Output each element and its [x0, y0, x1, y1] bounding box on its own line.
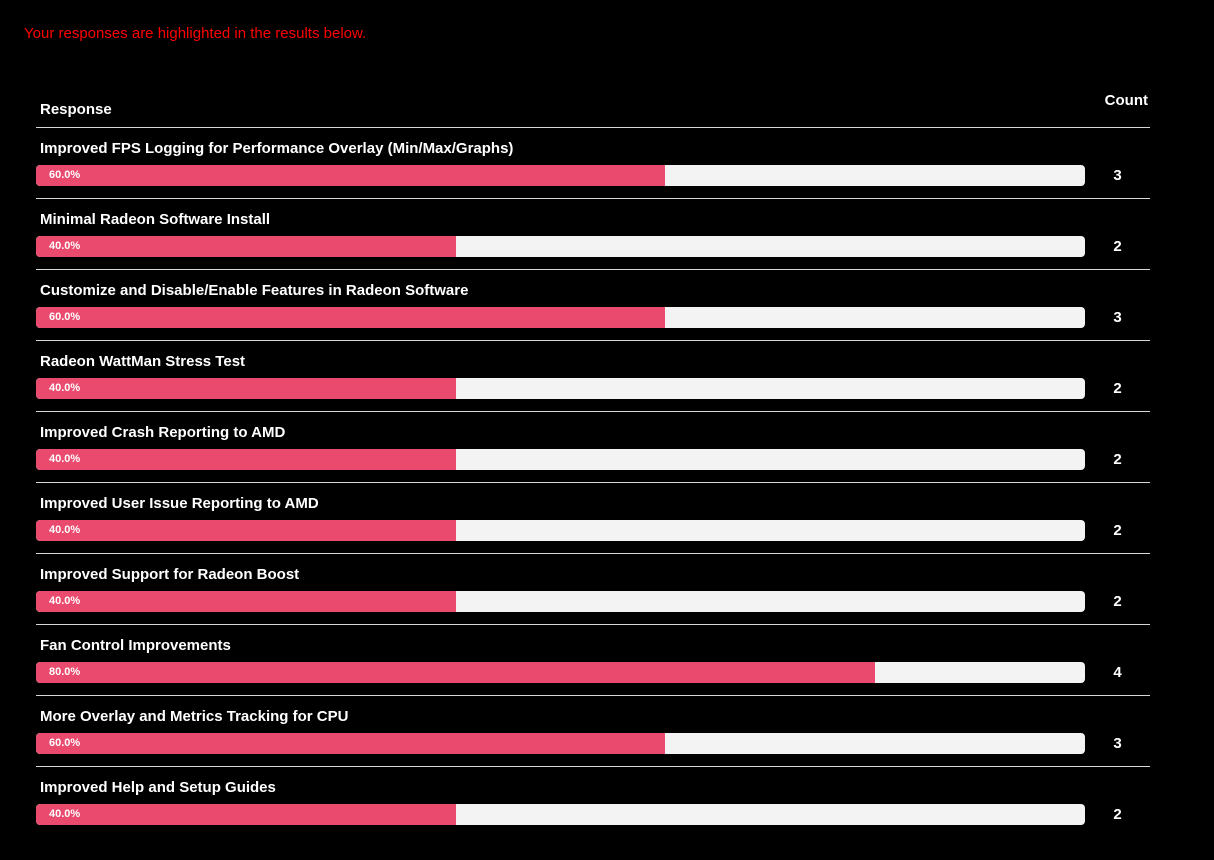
result-row: Improved User Issue Reporting to AMD 40.…	[36, 483, 1150, 554]
result-row: Fan Control Improvements 80.0% 4	[36, 625, 1150, 696]
percent-bar-track: 40.0%	[36, 591, 1085, 612]
percent-bar-track: 40.0%	[36, 378, 1085, 399]
percent-label: 60.0%	[49, 169, 81, 181]
response-count: 2	[1113, 593, 1122, 610]
percent-label: 40.0%	[49, 808, 81, 820]
response-label: Customize and Disable/Enable Features in…	[40, 282, 469, 299]
response-count: 2	[1113, 380, 1122, 397]
response-count: 4	[1113, 664, 1122, 681]
percent-bar-fill: 40.0%	[36, 804, 456, 825]
response-label: Improved Support for Radeon Boost	[40, 566, 300, 583]
response-count: 2	[1113, 238, 1122, 255]
result-row: Improved FPS Logging for Performance Ove…	[36, 128, 1150, 199]
percent-label: 40.0%	[49, 453, 81, 465]
response-label: More Overlay and Metrics Tracking for CP…	[40, 708, 349, 725]
percent-bar-track: 40.0%	[36, 236, 1085, 257]
response-label: Fan Control Improvements	[40, 637, 231, 654]
percent-label: 60.0%	[49, 737, 81, 749]
response-count: 2	[1113, 522, 1122, 539]
response-label: Improved FPS Logging for Performance Ove…	[40, 140, 514, 157]
responses-highlight-notice: Your responses are highlighted in the re…	[24, 25, 367, 42]
response-label: Improved User Issue Reporting to AMD	[40, 495, 319, 512]
response-count: 2	[1113, 451, 1122, 468]
percent-bar-fill: 40.0%	[36, 378, 456, 399]
result-row: More Overlay and Metrics Tracking for CP…	[36, 696, 1150, 767]
percent-bar-track: 40.0%	[36, 449, 1085, 470]
result-row: Improved Support for Radeon Boost 40.0% …	[36, 554, 1150, 625]
percent-bar-track: 40.0%	[36, 520, 1085, 541]
count-column-header: Count	[1104, 92, 1148, 109]
percent-bar-track: 80.0%	[36, 662, 1085, 683]
percent-label: 40.0%	[49, 382, 81, 394]
percent-label: 80.0%	[49, 666, 81, 678]
percent-label: 40.0%	[49, 524, 81, 536]
percent-bar-fill: 40.0%	[36, 236, 456, 257]
percent-bar-fill: 40.0%	[36, 591, 456, 612]
percent-bar-track: 40.0%	[36, 804, 1085, 825]
response-count: 3	[1113, 167, 1122, 184]
result-row: Improved Help and Setup Guides 40.0% 2	[36, 767, 1150, 837]
response-count: 3	[1113, 735, 1122, 752]
response-label: Minimal Radeon Software Install	[40, 211, 271, 228]
response-count: 3	[1113, 309, 1122, 326]
response-label: Improved Help and Setup Guides	[40, 779, 276, 796]
percent-bar-fill: 60.0%	[36, 307, 666, 328]
response-label: Improved Crash Reporting to AMD	[40, 424, 286, 441]
response-label: Radeon WattMan Stress Test	[40, 353, 246, 370]
response-count: 2	[1113, 806, 1122, 823]
percent-label: 60.0%	[49, 311, 81, 323]
percent-bar-track: 60.0%	[36, 165, 1085, 186]
response-column-header: Response	[40, 101, 112, 118]
percent-bar-fill: 80.0%	[36, 662, 876, 683]
percent-bar-track: 60.0%	[36, 733, 1085, 754]
result-row: Improved Crash Reporting to AMD 40.0% 2	[36, 412, 1150, 483]
percent-label: 40.0%	[49, 240, 81, 252]
result-row: Minimal Radeon Software Install 40.0% 2	[36, 199, 1150, 270]
percent-label: 40.0%	[49, 595, 81, 607]
result-row: Customize and Disable/Enable Features in…	[36, 270, 1150, 341]
result-row: Radeon WattMan Stress Test 40.0% 2	[36, 341, 1150, 412]
percent-bar-fill: 40.0%	[36, 449, 456, 470]
percent-bar-fill: 40.0%	[36, 520, 456, 541]
results-table: Response Count Improved FPS Logging for …	[36, 90, 1150, 837]
percent-bar-fill: 60.0%	[36, 733, 666, 754]
percent-bar-track: 60.0%	[36, 307, 1085, 328]
table-header: Response Count	[36, 90, 1150, 128]
percent-bar-fill: 60.0%	[36, 165, 666, 186]
